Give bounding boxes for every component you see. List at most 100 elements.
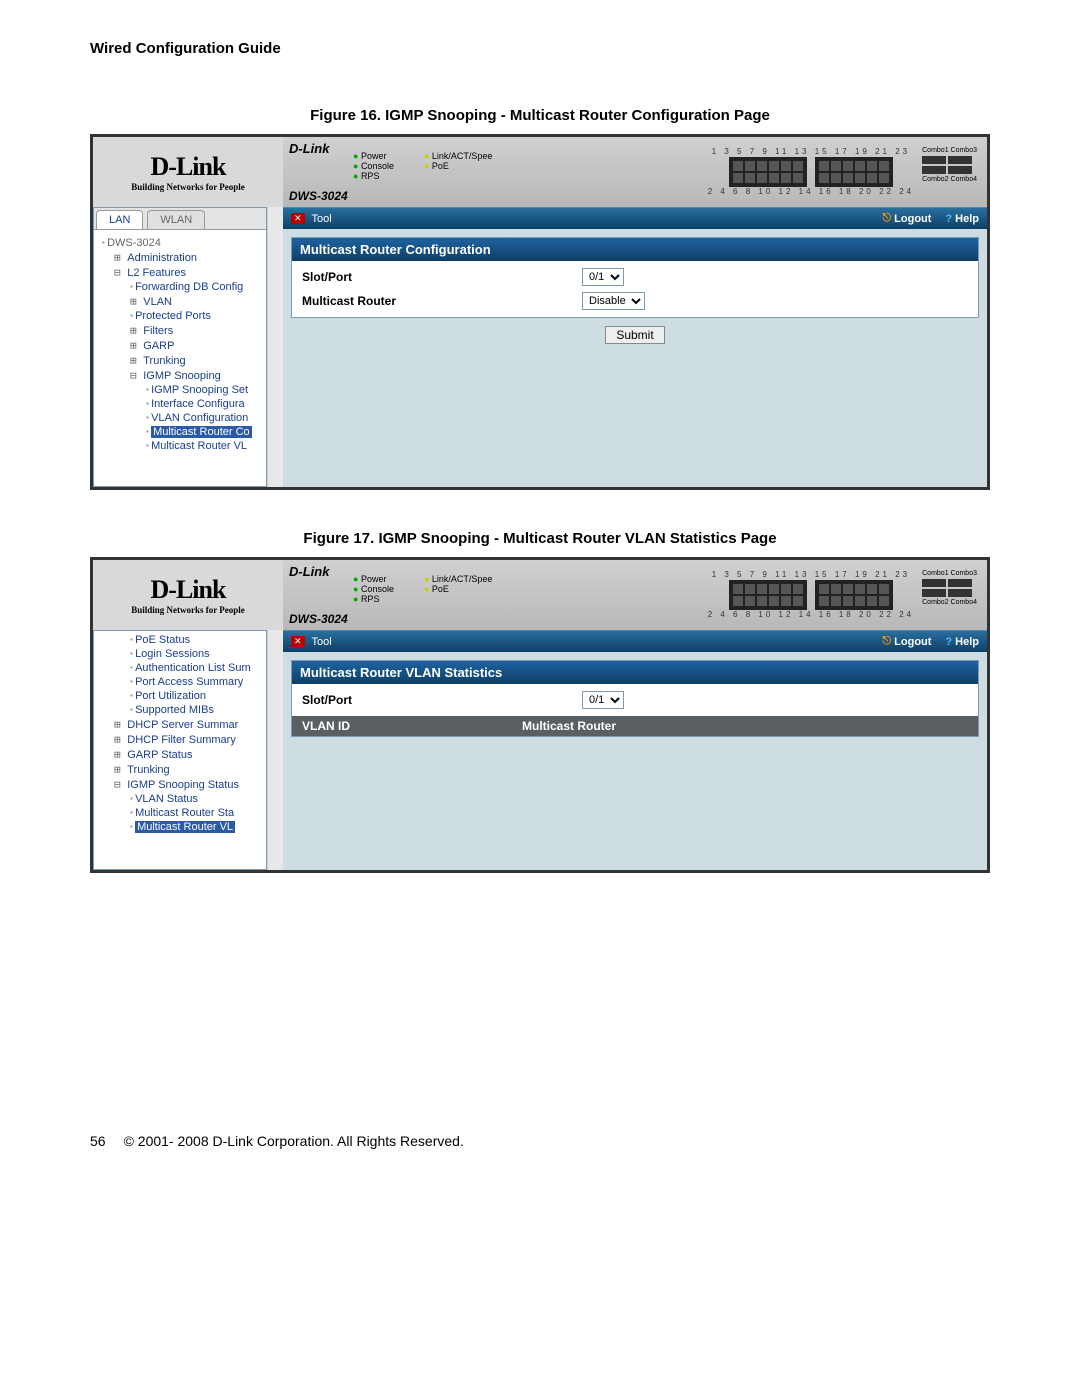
slot-port-select-17[interactable]: 0/1: [582, 691, 624, 709]
tree-supported-mibs[interactable]: Supported MIBs: [98, 703, 262, 717]
port-nums-bot: 2 4 6 8 10 12 14 16 18 20 22 24: [708, 187, 914, 196]
tree-interface-config[interactable]: Interface Configura: [98, 397, 262, 411]
led-link: Link/ACT/Spee: [424, 151, 492, 161]
led-col-1-17: Power Console RPS: [353, 574, 394, 604]
col-multicast-router: Multicast Router: [522, 719, 616, 733]
tab-lan[interactable]: LAN: [96, 210, 143, 229]
tree-l2-features[interactable]: L2 Features: [98, 265, 262, 280]
port-nums-top-17: 1 3 5 7 9 11 13 15 17 19 21 23: [712, 570, 910, 579]
col-vlan-id: VLAN ID: [302, 719, 522, 733]
led-rps: RPS: [353, 171, 394, 181]
tree-multicast-router-status[interactable]: Multicast Router Sta: [98, 806, 262, 820]
panel-title: Multicast Router Configuration: [292, 238, 978, 261]
toolbar-17: Tool ⎋Logout ?Help: [283, 630, 987, 652]
doc-header: Wired Configuration Guide: [90, 40, 990, 57]
led-poe: PoE: [424, 161, 492, 171]
help-button-17[interactable]: ?Help: [945, 636, 979, 648]
tree-administration[interactable]: Administration: [98, 250, 262, 265]
combo-ports: Combo1 Combo3 Combo2 Combo4: [922, 147, 977, 183]
tree-filters[interactable]: Filters: [98, 323, 262, 338]
figure16-screenshot: D-Link Building Networks for People D-Li…: [92, 136, 988, 488]
panel-title-17: Multicast Router VLAN Statistics: [292, 661, 978, 684]
slot-port-label-17: Slot/Port: [302, 693, 582, 707]
tree-root[interactable]: DWS-3024: [98, 236, 262, 250]
tree-multicast-router-vlan-17[interactable]: Multicast Router VL: [98, 820, 262, 834]
tree-igmp-status[interactable]: IGMP Snooping Status: [98, 777, 262, 792]
tree-igmp-snooping[interactable]: IGMP Snooping: [98, 368, 262, 383]
logout-button-17[interactable]: ⎋Logout: [882, 635, 931, 648]
tree-multicast-router-vlan[interactable]: Multicast Router VL: [98, 439, 262, 453]
help-icon: ?: [945, 213, 952, 225]
logo-sub: Building Networks for People: [131, 182, 245, 192]
main-content-17: Multicast Router VLAN Statistics Slot/Po…: [283, 652, 987, 870]
logo-sub-17: Building Networks for People: [131, 605, 245, 615]
port-grid-2-17: [815, 580, 893, 610]
tree-protected-ports[interactable]: Protected Ports: [98, 309, 262, 323]
nav-tree-17: PoE Status Login Sessions Authentication…: [94, 631, 266, 840]
led-console-17: Console: [353, 584, 394, 594]
tree-vlan-status[interactable]: VLAN Status: [98, 792, 262, 806]
figure16-caption: Figure 16. IGMP Snooping - Multicast Rou…: [90, 107, 990, 124]
tree-garp-status[interactable]: GARP Status: [98, 747, 262, 762]
page-number: 56: [90, 1133, 106, 1149]
port-grid-2: [815, 157, 893, 187]
device-brand-17: D-Link: [289, 564, 329, 579]
tree-multicast-router-config[interactable]: Multicast Router Co: [98, 425, 262, 439]
tree-port-access[interactable]: Port Access Summary: [98, 675, 262, 689]
led-link-17: Link/ACT/Spee: [424, 574, 492, 584]
copyright: © 2001- 2008 D-Link Corporation. All Rig…: [124, 1133, 464, 1149]
led-poe-17: PoE: [424, 584, 492, 594]
port-nums-top: 1 3 5 7 9 11 13 15 17 19 21 23: [712, 147, 910, 156]
tool-menu-17[interactable]: Tool: [291, 636, 332, 648]
combo-top: Combo1 Combo3: [922, 147, 977, 154]
port-block: 1 3 5 7 9 11 13 15 17 19 21 23 2 4 6 8 1…: [708, 147, 977, 197]
tree-login-sessions[interactable]: Login Sessions: [98, 647, 262, 661]
figure17-screenshot: D-Link Building Networks for People D-Li…: [92, 559, 988, 871]
help-button[interactable]: ?Help: [945, 213, 979, 225]
led-col-1: Power Console RPS: [353, 151, 394, 181]
device-image: D-Link DWS-3024 Power Console RPS Link/A…: [283, 137, 987, 207]
stats-table-header: VLAN ID Multicast Router: [292, 716, 978, 736]
tab-wlan[interactable]: WLAN: [147, 210, 205, 229]
footer: 56 © 2001- 2008 D-Link Corporation. All …: [90, 1133, 990, 1149]
tree-forwarding-db[interactable]: Forwarding DB Config: [98, 280, 262, 294]
tree-poe-status[interactable]: PoE Status: [98, 633, 262, 647]
tree-garp[interactable]: GARP: [98, 338, 262, 353]
device-model-17: DWS-3024: [289, 612, 348, 626]
port-block-17: 1 3 5 7 9 11 13 15 17 19 21 23 2 4 6 8 1…: [708, 570, 977, 620]
device-brand: D-Link: [289, 141, 329, 156]
tree-trunking[interactable]: Trunking: [98, 353, 262, 368]
tool-menu[interactable]: Tool: [291, 213, 332, 225]
combo-top-17: Combo1 Combo3: [922, 570, 977, 577]
logout-button[interactable]: ⎋Logout: [882, 212, 931, 225]
tree-dhcp-server[interactable]: DHCP Server Summar: [98, 717, 262, 732]
tree-vlan-config[interactable]: VLAN Configuration: [98, 411, 262, 425]
logo-text-17: D-Link: [151, 575, 226, 605]
combo-bottom: Combo2 Combo4: [922, 176, 977, 183]
scrollbar[interactable]: [267, 207, 283, 487]
tree-igmp-settings[interactable]: IGMP Snooping Set: [98, 383, 262, 397]
tree-vlan[interactable]: VLAN: [98, 294, 262, 309]
sidebar: LAN WLAN DWS-3024 Administration L2 Feat…: [93, 207, 267, 487]
tree-dhcp-filter[interactable]: DHCP Filter Summary: [98, 732, 262, 747]
tree-auth-list[interactable]: Authentication List Sum: [98, 661, 262, 675]
port-grid-1-17: [729, 580, 807, 610]
led-rps-17: RPS: [353, 594, 394, 604]
tree-trunking-17[interactable]: Trunking: [98, 762, 262, 777]
logo-box: D-Link Building Networks for People: [93, 137, 283, 207]
led-col-2-17: Link/ACT/Spee PoE: [424, 574, 492, 604]
figure16-title: IGMP Snooping - Multicast Router Configu…: [385, 107, 770, 124]
combo-bottom-17: Combo2 Combo4: [922, 599, 977, 606]
slot-port-select[interactable]: 0/1: [582, 268, 624, 286]
multicast-router-select[interactable]: Disable: [582, 292, 645, 310]
device-model: DWS-3024: [289, 189, 348, 203]
logout-icon: ⎋: [882, 212, 891, 225]
scrollbar-17[interactable]: [267, 630, 283, 870]
figure16-num: Figure 16.: [310, 107, 381, 124]
submit-button[interactable]: Submit: [605, 326, 664, 344]
led-power-17: Power: [353, 574, 394, 584]
led-col-2: Link/ACT/Spee PoE: [424, 151, 492, 181]
multicast-router-label: Multicast Router: [302, 294, 582, 308]
sidebar-tabs: LAN WLAN: [94, 208, 266, 230]
tree-port-util[interactable]: Port Utilization: [98, 689, 262, 703]
